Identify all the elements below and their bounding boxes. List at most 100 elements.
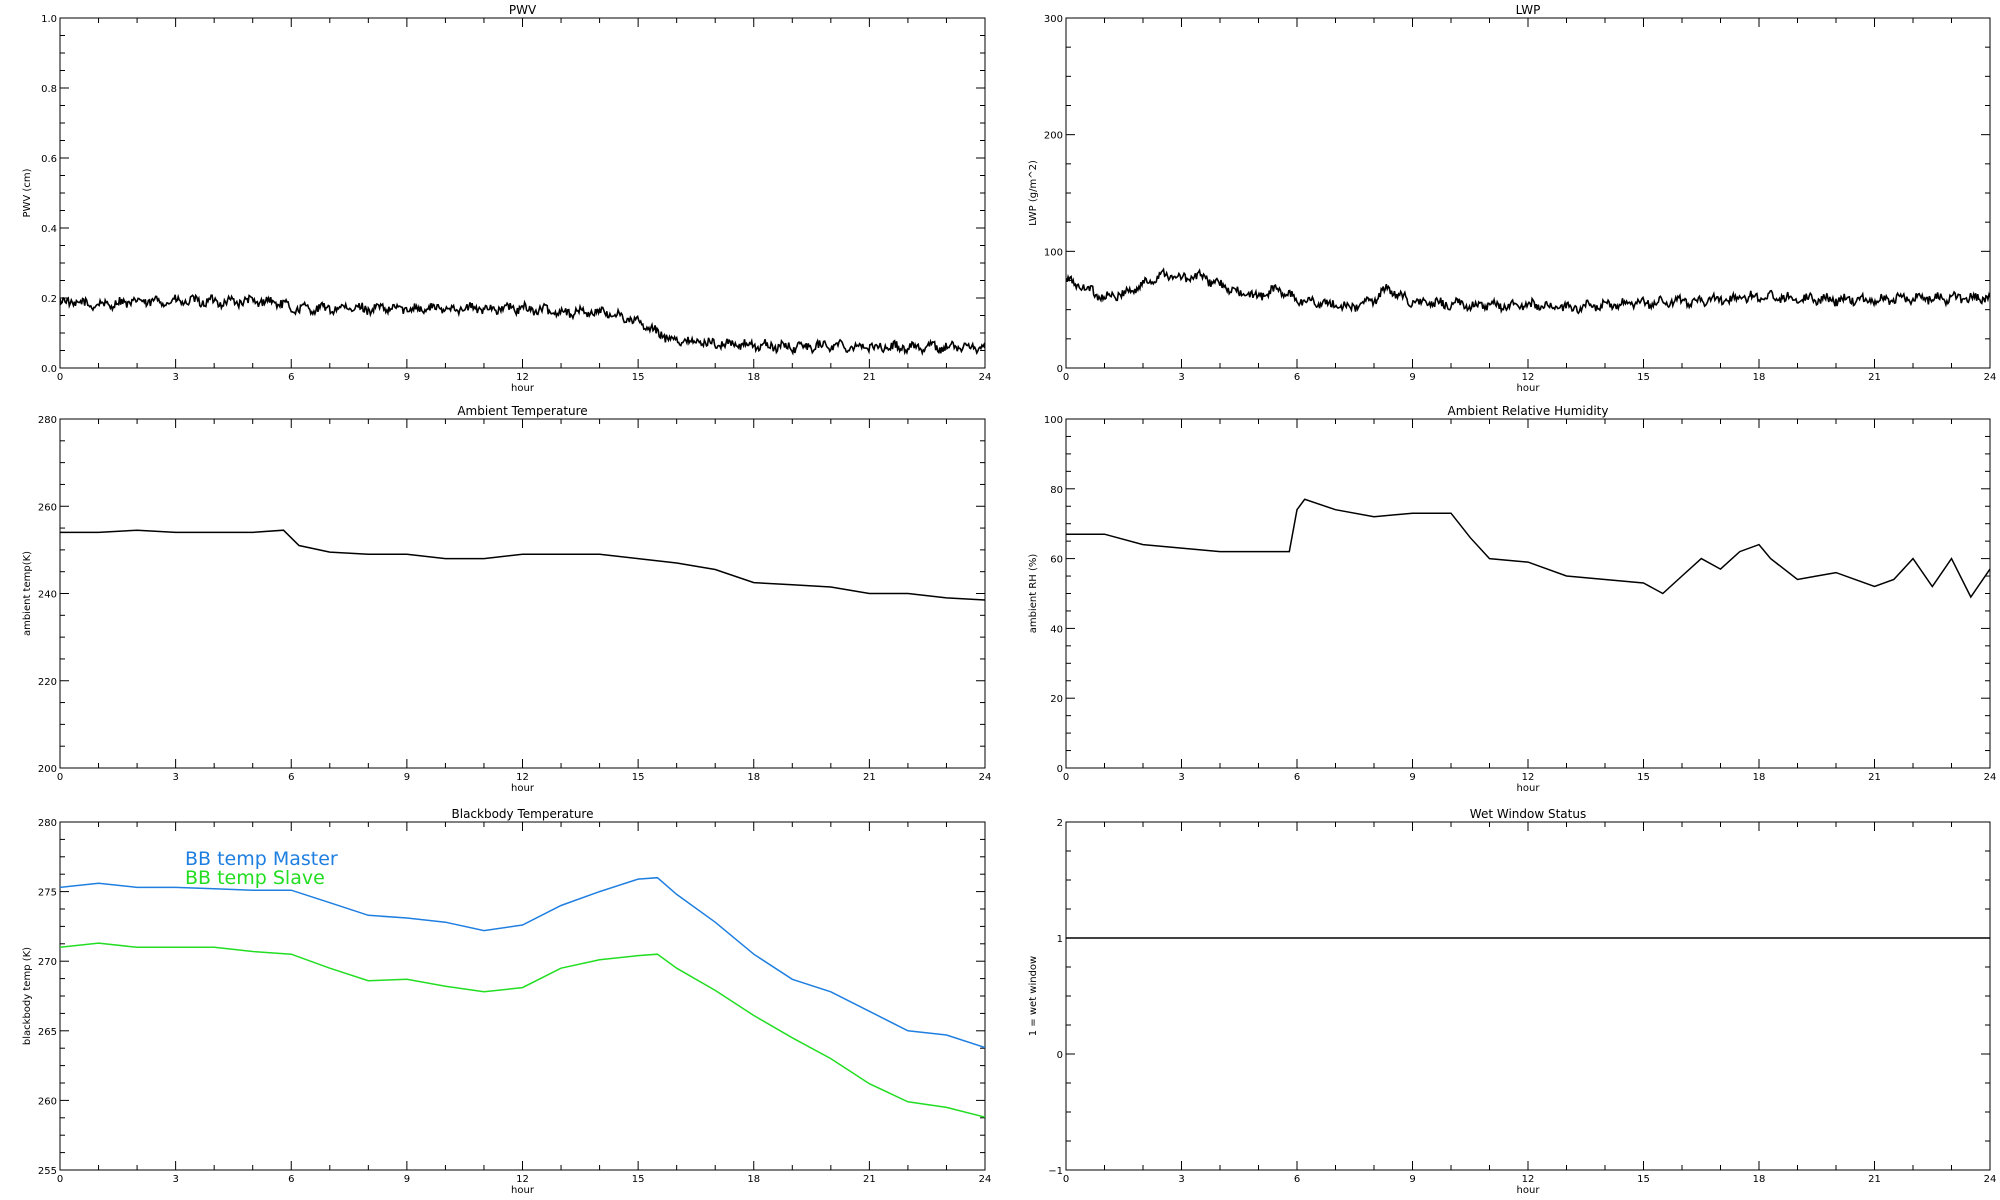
y-axis-label: 1 = wet window	[1028, 956, 1039, 1036]
y-tick-label: 0	[1057, 364, 1063, 375]
y-tick-label: 1	[1057, 934, 1063, 945]
x-tick-label: 0	[1063, 1174, 1069, 1185]
y-tick-label: 20	[1050, 694, 1063, 705]
x-tick-label: 0	[57, 372, 63, 383]
x-tick-label: 9	[1409, 772, 1415, 783]
y-tick-label: 265	[38, 1027, 57, 1038]
x-tick-label: 24	[979, 372, 992, 383]
chart-title: PWV	[509, 3, 537, 17]
x-axis-label: hour	[1517, 1185, 1541, 1196]
y-tick-label: 200	[38, 764, 57, 775]
x-tick-label: 24	[979, 772, 992, 783]
x-tick-label: 9	[404, 772, 410, 783]
x-tick-label: 0	[1063, 372, 1069, 383]
plot-frame	[1065, 17, 1991, 369]
x-tick-label: 6	[288, 372, 294, 383]
y-tick-label: 0.2	[41, 294, 57, 305]
y-tick-label: 220	[38, 677, 57, 688]
chart-panel-3: Ambient Temperature 0 3 6 9 12 15 18 21 24 hour 200…	[22, 404, 991, 794]
x-tick-label: 3	[172, 772, 178, 783]
series-line-2	[60, 942, 985, 1118]
x-tick-label: 3	[172, 372, 178, 383]
x-tick-label: 0	[57, 772, 63, 783]
y-tick-label: 2	[1057, 818, 1063, 829]
x-axis-label: hour	[1517, 383, 1541, 394]
y-tick-label: 0.0	[41, 364, 57, 375]
x-tick-label: 0	[1063, 772, 1069, 783]
legend-entry: BB temp Slave	[185, 867, 325, 889]
x-axis-label: hour	[511, 383, 535, 394]
y-tick-label: 260	[38, 502, 57, 513]
y-tick-label: 0.8	[41, 84, 57, 95]
x-tick-label: 21	[863, 772, 876, 783]
x-tick-label: 0	[57, 1174, 63, 1185]
y-tick-label: 275	[38, 888, 57, 899]
x-axis-label: hour	[511, 783, 535, 794]
x-tick-label: 9	[404, 372, 410, 383]
x-tick-label: 6	[1294, 1174, 1300, 1185]
x-tick-label: 18	[1753, 372, 1766, 383]
chart-panel-2: LWP 0 3 6 9 12 15 18 21 24 hour 0 100 200 300 LWP (g/m^…	[1028, 3, 1996, 394]
x-tick-label: 15	[632, 372, 645, 383]
y-tick-label: 260	[38, 1096, 57, 1107]
chart-title: Wet Window Status	[1470, 807, 1586, 821]
y-axis-label: ambient temp(K)	[22, 551, 33, 636]
y-tick-label: 1.0	[41, 14, 57, 25]
x-tick-label: 6	[288, 1174, 294, 1185]
series-line-1	[60, 529, 985, 601]
legend-entry: BB temp Master	[185, 848, 338, 870]
y-tick-label: 0.4	[41, 224, 57, 235]
plot-frame	[59, 418, 986, 769]
x-tick-label: 15	[1637, 372, 1650, 383]
plot-frame	[1065, 821, 1991, 1171]
y-tick-label: 300	[1044, 14, 1063, 25]
x-axis-label: hour	[511, 1185, 535, 1196]
x-tick-label: 15	[632, 1174, 645, 1185]
x-tick-label: 18	[747, 1174, 760, 1185]
y-tick-label: 0	[1057, 1050, 1063, 1061]
x-tick-label: 24	[979, 1174, 992, 1185]
y-tick-label: 100	[1044, 247, 1063, 258]
x-tick-label: 18	[747, 372, 760, 383]
y-tick-label: 270	[38, 957, 57, 968]
x-tick-label: 12	[516, 1174, 529, 1185]
x-tick-label: 6	[288, 772, 294, 783]
x-tick-label: 12	[516, 772, 529, 783]
y-tick-label: 100	[1044, 415, 1063, 426]
series-line-1	[60, 293, 985, 356]
x-tick-label: 24	[1984, 1174, 1997, 1185]
y-tick-label: 200	[1044, 131, 1063, 142]
plot-frame	[1065, 418, 1991, 769]
y-tick-label: 255	[38, 1166, 57, 1177]
x-tick-label: 18	[747, 772, 760, 783]
x-tick-label: 12	[1522, 372, 1535, 383]
x-tick-label: 24	[1984, 772, 1997, 783]
x-tick-label: 21	[863, 372, 876, 383]
x-tick-label: 9	[1409, 1174, 1415, 1185]
x-tick-label: 15	[1637, 1174, 1650, 1185]
x-axis-label: hour	[1517, 783, 1541, 794]
y-tick-label: 40	[1050, 624, 1063, 635]
chart-panel-4: Ambient Relative Humidity 0 3 6 9 12 15 18 21 24 h…	[1028, 404, 1996, 794]
chart-title: Blackbody Temperature	[452, 807, 594, 821]
y-tick-label: 0.6	[41, 154, 57, 165]
y-axis-label: ambient RH (%)	[1028, 554, 1039, 634]
chart-panel-5: Blackbody Temperature 0 3 6 9 12 15 18 21 24 hour 2…	[22, 807, 991, 1196]
series-line-1	[1066, 498, 1990, 599]
x-tick-label: 3	[1178, 372, 1184, 383]
x-tick-label: 18	[1753, 1174, 1766, 1185]
y-tick-label: 240	[38, 590, 57, 601]
chart-title: Ambient Temperature	[457, 404, 587, 418]
series-line-1	[60, 876, 985, 1049]
x-tick-label: 3	[1178, 772, 1184, 783]
x-tick-label: 12	[1522, 1174, 1535, 1185]
x-tick-label: 24	[1984, 372, 1997, 383]
chart-title: LWP	[1516, 3, 1541, 17]
x-tick-label: 15	[1637, 772, 1650, 783]
y-tick-label: 0	[1057, 764, 1063, 775]
y-axis-label: LWP (g/m^2)	[1028, 160, 1039, 226]
series-line-1	[1066, 267, 1990, 315]
x-tick-label: 9	[1409, 372, 1415, 383]
